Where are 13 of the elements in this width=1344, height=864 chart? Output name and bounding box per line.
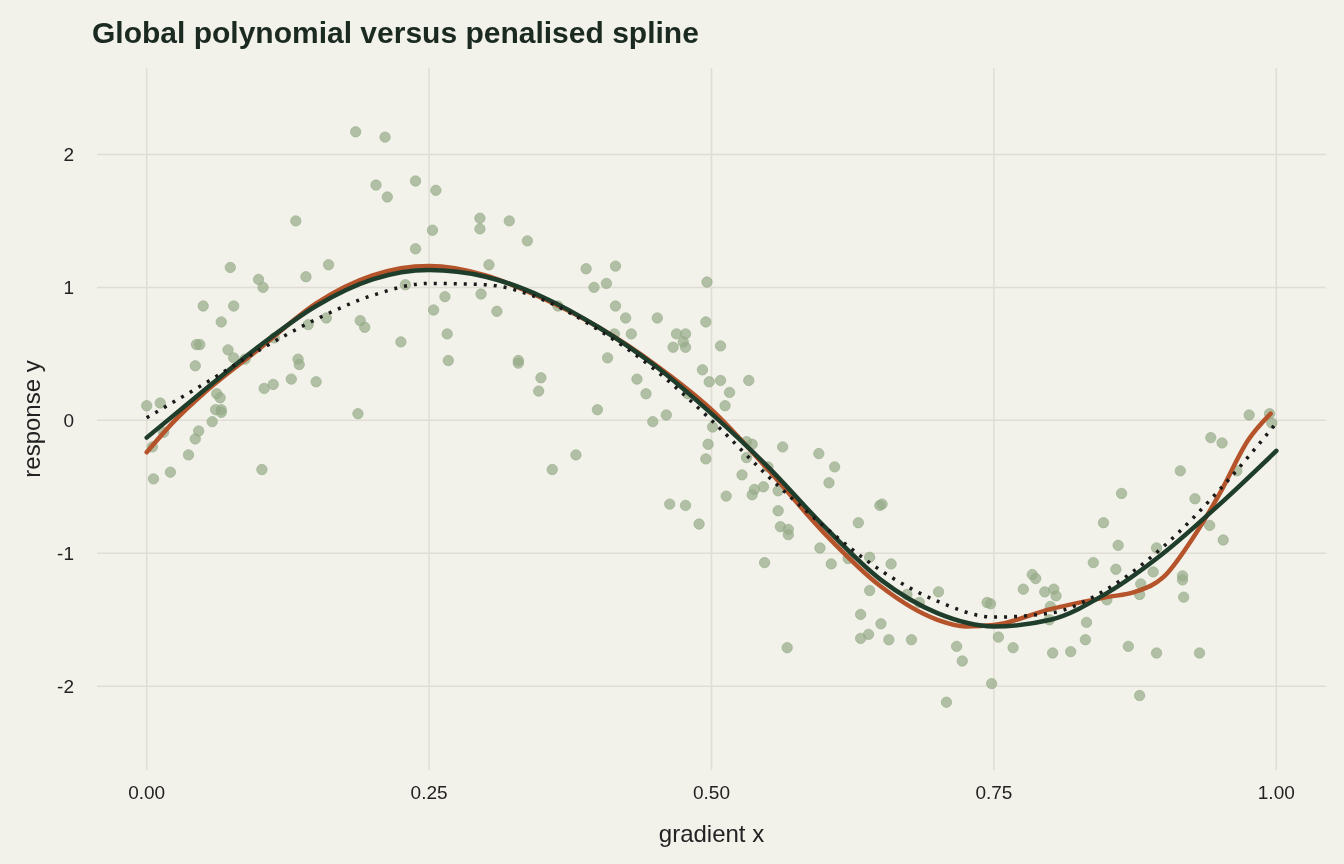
y-axis-title: response y	[18, 360, 45, 478]
x-tick-label: 0.25	[410, 782, 448, 803]
x-axis-title: gradient x	[658, 820, 765, 847]
x-tick-label: 0.75	[975, 782, 1013, 803]
y-tick-label: 1	[63, 277, 74, 299]
x-tick-label: 0.50	[693, 782, 730, 803]
chart-title: Global polynomial versus penalised spline	[92, 16, 699, 49]
y-tick-label: -1	[57, 542, 74, 564]
y-tick-label: 0	[63, 409, 74, 431]
x-tick-label: 1.00	[1257, 782, 1295, 803]
y-tick-label: -2	[57, 675, 74, 697]
y-tick-label: 2	[63, 144, 74, 166]
x-tick-label: 0.00	[128, 782, 166, 803]
